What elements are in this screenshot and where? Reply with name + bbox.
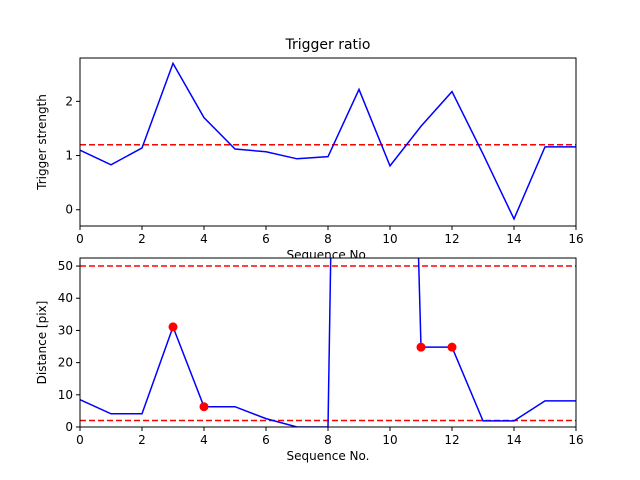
series-line [80, 61, 576, 221]
x-tick-label: 10 [382, 433, 397, 447]
distance-panel: 0 2 4 6 8 10 12 14 16 0 10 20 30 40 50 Sequence No. D… [35, 257, 584, 463]
y-tick-label: 0 [65, 420, 73, 434]
x-tick-label: 0 [76, 433, 84, 447]
x-tick-label: 8 [324, 232, 332, 246]
y-tick-label: 1 [65, 149, 73, 163]
x-tick-label: 12 [444, 232, 459, 246]
x-tick-label: 16 [568, 433, 583, 447]
chart-title: Trigger ratio [284, 37, 370, 53]
x-tick-label: 0 [76, 232, 84, 246]
x-tick-label: 16 [568, 232, 583, 246]
x-tick-label: 4 [200, 433, 208, 447]
y-tick-label: 0 [65, 203, 73, 217]
y-tick-label: 10 [58, 388, 73, 402]
x-tick-label: 10 [382, 232, 397, 246]
series-line [80, 258, 576, 427]
x-axis-label: Sequence No. [287, 449, 370, 463]
x-tick-label: 14 [506, 232, 521, 246]
plot-area [80, 61, 576, 221]
plot-area [80, 258, 576, 427]
y-tick-label: 50 [58, 259, 73, 273]
y-ticks: 0 10 20 30 40 50 [58, 259, 80, 434]
x-ticks: 0 2 4 6 8 10 12 14 16 [76, 427, 584, 447]
axes-frame [79, 257, 577, 428]
y-tick-label: 2 [65, 94, 73, 108]
axes-frame [79, 57, 577, 227]
x-tick-label: 4 [200, 232, 208, 246]
plot-clip [80, 258, 576, 427]
x-tick-label: 14 [506, 433, 521, 447]
x-ticks: 0 2 4 6 8 10 12 14 16 [76, 226, 584, 246]
x-tick-label: 2 [138, 232, 146, 246]
x-tick-label: 6 [262, 433, 270, 447]
highlight-point [168, 322, 178, 332]
y-ticks: 0 1 2 [65, 94, 80, 217]
x-tick-label: 8 [324, 433, 332, 447]
x-tick-label: 6 [262, 232, 270, 246]
highlight-point [447, 342, 457, 352]
y-axis-label: Distance [pix] [35, 301, 49, 385]
y-tick-label: 30 [58, 323, 73, 337]
highlight-point [199, 402, 209, 412]
x-tick-label: 2 [138, 433, 146, 447]
y-tick-label: 20 [58, 356, 73, 370]
plot-clip [80, 61, 576, 221]
x-tick-label: 12 [444, 433, 459, 447]
y-tick-label: 40 [58, 291, 73, 305]
highlight-point [416, 342, 426, 352]
y-axis-label: Trigger strength [35, 94, 49, 191]
